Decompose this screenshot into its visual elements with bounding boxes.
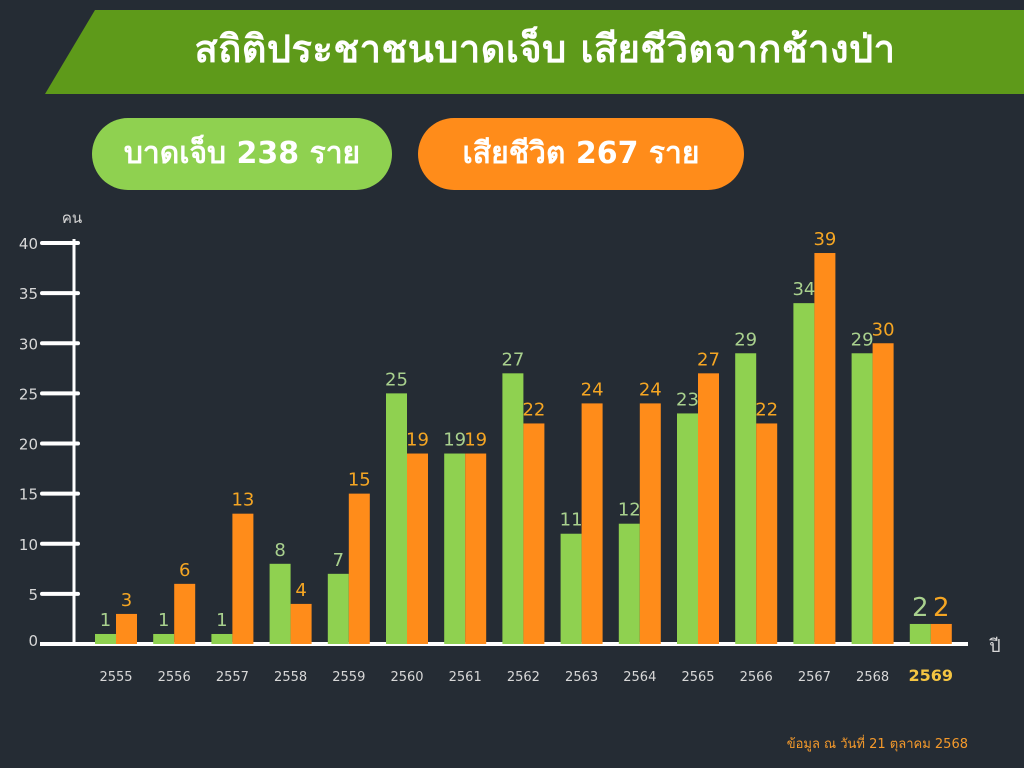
x-axis-title: ปี bbox=[989, 636, 1001, 657]
bar-dead-2564 bbox=[639, 403, 661, 644]
bar-chart: 0510152025303540คนปี13255516255611325578… bbox=[19, 209, 1001, 685]
y-tick-label: 25 bbox=[19, 385, 38, 403]
data-label-injured-2562: 27 bbox=[501, 349, 524, 370]
data-label-injured-2569: 2 bbox=[912, 593, 929, 623]
data-label-dead-2556: 6 bbox=[179, 560, 190, 581]
x-tick-label-2559: 2559 bbox=[332, 670, 365, 685]
data-label-dead-2569: 2 bbox=[933, 593, 950, 623]
data-label-injured-2555: 1 bbox=[100, 610, 111, 631]
dead-total-badge: เสียชีวิต 267 ราย bbox=[418, 118, 744, 190]
data-label-injured-2560: 25 bbox=[385, 369, 408, 390]
y-tick-label: 10 bbox=[19, 536, 38, 554]
bar-injured-2556 bbox=[153, 633, 175, 644]
data-source-note: ข้อมูล ณ วันที่ 21 ตุลาคม 2568 bbox=[786, 737, 968, 752]
x-tick-label-2562: 2562 bbox=[507, 670, 540, 685]
bar-dead-2555 bbox=[116, 613, 137, 644]
data-label-injured-2563: 11 bbox=[560, 510, 583, 531]
data-label-injured-2564: 12 bbox=[618, 500, 641, 521]
data-label-injured-2568: 29 bbox=[851, 329, 874, 350]
data-label-injured-2559: 7 bbox=[333, 550, 344, 571]
bar-dead-2565 bbox=[698, 373, 719, 644]
bar-injured-2564 bbox=[618, 523, 640, 644]
data-label-dead-2564: 24 bbox=[639, 379, 662, 400]
bar-dead-2559 bbox=[348, 493, 370, 644]
x-tick-label-2569: 2569 bbox=[909, 666, 954, 685]
title-banner: สถิติประชาชนบาดเจ็บ เสียชีวิตจากช้างป่า bbox=[0, 0, 1024, 100]
bar-dead-2568 bbox=[872, 343, 894, 644]
bar-dead-2566 bbox=[756, 423, 778, 644]
bar-injured-2557 bbox=[211, 633, 233, 644]
bar-dead-2556 bbox=[174, 583, 196, 644]
x-tick-label-2556: 2556 bbox=[158, 670, 191, 685]
data-label-injured-2557: 1 bbox=[216, 610, 227, 631]
x-tick-label-2560: 2560 bbox=[390, 670, 423, 685]
bar-dead-2561 bbox=[465, 453, 487, 644]
data-label-dead-2562: 22 bbox=[522, 399, 545, 420]
bar-injured-2561 bbox=[444, 453, 466, 644]
y-tick-label: 30 bbox=[19, 335, 38, 353]
y-tick-label: 40 bbox=[19, 235, 38, 253]
data-label-injured-2565: 23 bbox=[676, 389, 699, 410]
x-tick-label-2555: 2555 bbox=[99, 670, 132, 685]
x-tick-label-2563: 2563 bbox=[565, 670, 598, 685]
data-label-dead-2567: 39 bbox=[813, 229, 836, 250]
data-label-dead-2555: 3 bbox=[121, 590, 132, 611]
bar-injured-2562 bbox=[502, 373, 524, 644]
x-tick-label-2567: 2567 bbox=[798, 670, 831, 685]
bar-dead-2558 bbox=[290, 603, 312, 644]
chart-title: สถิติประชาชนบาดเจ็บ เสียชีวิตจากช้างป่า bbox=[194, 27, 896, 71]
data-label-dead-2566: 22 bbox=[755, 399, 778, 420]
bar-dead-2562 bbox=[523, 423, 545, 644]
bar-injured-2567 bbox=[793, 303, 815, 644]
data-label-dead-2561: 19 bbox=[464, 430, 487, 451]
title-banner-shape bbox=[45, 10, 1024, 94]
y-tick-label: 15 bbox=[19, 486, 38, 504]
data-label-dead-2565: 27 bbox=[697, 349, 720, 370]
bar-injured-2563 bbox=[560, 533, 582, 644]
x-tick-label-2565: 2565 bbox=[681, 670, 714, 685]
bar-injured-2565 bbox=[677, 413, 698, 644]
bar-injured-2558 bbox=[269, 563, 291, 644]
data-label-injured-2558: 8 bbox=[274, 540, 285, 561]
x-tick-label-2568: 2568 bbox=[856, 670, 889, 685]
data-label-dead-2563: 24 bbox=[581, 379, 604, 400]
injured-total-badge: บาดเจ็บ 238 ราย bbox=[92, 118, 392, 190]
x-tick-label-2564: 2564 bbox=[623, 670, 656, 685]
bar-injured-2555 bbox=[95, 633, 116, 644]
x-tick-label-2558: 2558 bbox=[274, 670, 307, 685]
data-label-dead-2568: 30 bbox=[872, 319, 895, 340]
data-label-injured-2566: 29 bbox=[734, 329, 757, 350]
bar-dead-2557 bbox=[232, 513, 254, 644]
x-tick-label-2566: 2566 bbox=[740, 670, 773, 685]
y-tick-label: 35 bbox=[19, 285, 38, 303]
data-label-injured-2556: 1 bbox=[158, 610, 169, 631]
y-tick-label: 0 bbox=[28, 632, 38, 650]
data-label-injured-2567: 34 bbox=[792, 279, 815, 300]
bar-dead-2563 bbox=[581, 403, 603, 644]
bar-dead-2560 bbox=[407, 453, 428, 644]
bar-injured-2560 bbox=[386, 393, 407, 644]
data-label-dead-2558: 4 bbox=[295, 580, 306, 601]
bar-injured-2568 bbox=[851, 353, 873, 644]
bar-dead-2569 bbox=[930, 623, 952, 644]
y-tick-label: 20 bbox=[19, 436, 38, 454]
bar-injured-2559 bbox=[327, 573, 349, 644]
x-tick-label-2557: 2557 bbox=[216, 670, 249, 685]
data-label-injured-2561: 19 bbox=[443, 430, 466, 451]
bar-injured-2566 bbox=[735, 353, 757, 644]
bar-injured-2569 bbox=[909, 623, 931, 644]
data-label-dead-2557: 13 bbox=[231, 490, 254, 511]
y-axis-title: คน bbox=[62, 209, 82, 227]
y-tick-label: 5 bbox=[28, 586, 38, 604]
data-label-dead-2560: 19 bbox=[406, 430, 429, 451]
bar-dead-2567 bbox=[814, 253, 836, 644]
x-tick-label-2561: 2561 bbox=[449, 670, 482, 685]
data-label-dead-2559: 15 bbox=[348, 470, 371, 491]
